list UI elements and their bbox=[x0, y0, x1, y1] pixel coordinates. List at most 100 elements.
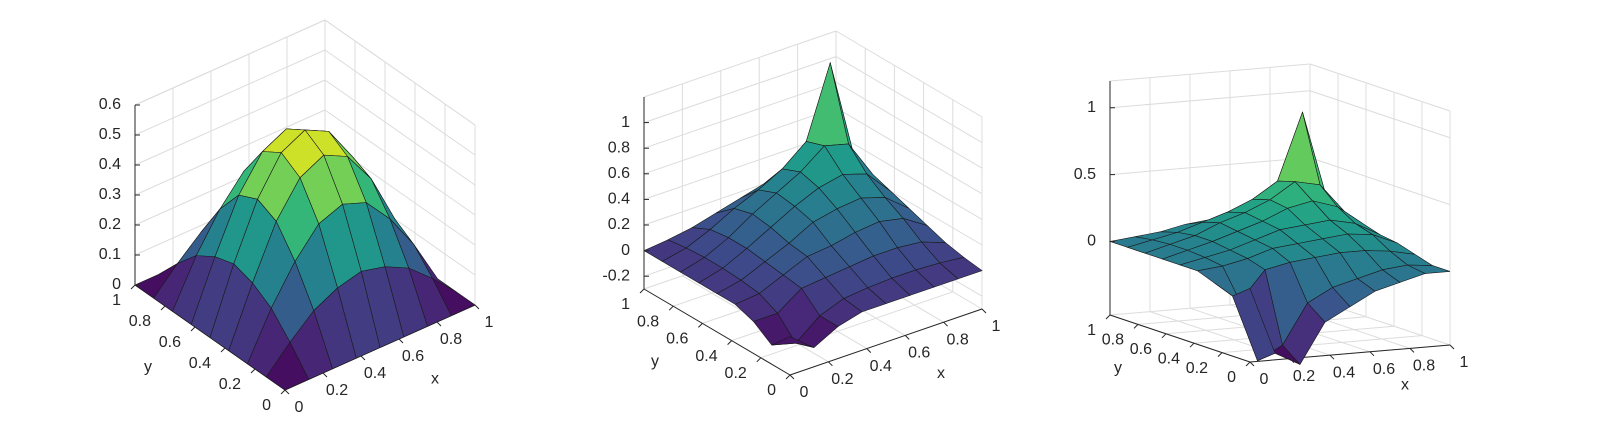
y-tick bbox=[280, 389, 286, 395]
y-tick-label: 1 bbox=[621, 296, 630, 313]
y-tick-label: 1 bbox=[1087, 322, 1096, 339]
grid-line bbox=[134, 49, 326, 136]
x-tick bbox=[904, 335, 910, 340]
y-tick bbox=[250, 368, 256, 374]
y-tick bbox=[698, 323, 703, 328]
z-tick-label: 0 bbox=[112, 276, 121, 293]
y-tick bbox=[1105, 314, 1111, 320]
x-axis-label: x bbox=[937, 365, 945, 382]
grid-line bbox=[835, 56, 983, 144]
z-tick-label: 0.8 bbox=[608, 139, 630, 156]
x-tick-label: 0 bbox=[800, 384, 809, 401]
y-tick bbox=[785, 374, 791, 380]
y-tick-label: 0 bbox=[1227, 369, 1236, 386]
y-tick-label: 0.6 bbox=[159, 334, 181, 351]
z-tick-label: 0.3 bbox=[99, 186, 121, 203]
y-tick-label: 0.4 bbox=[1158, 350, 1180, 367]
y-tick-label: 0.8 bbox=[637, 313, 659, 330]
z-tick-label: 0.2 bbox=[99, 216, 121, 233]
x-tick-label: 0.4 bbox=[870, 358, 892, 375]
y-axis-label: y bbox=[1114, 360, 1122, 377]
grid-line bbox=[324, 79, 476, 186]
y-tick bbox=[727, 340, 732, 345]
z-tick-label: -0.2 bbox=[602, 267, 630, 284]
grid-line bbox=[134, 109, 326, 196]
y-tick-label: 0.4 bbox=[189, 355, 211, 372]
z-tick-label: 1 bbox=[621, 114, 630, 131]
y-axis bbox=[643, 288, 791, 376]
surface-patch bbox=[265, 341, 310, 391]
x-tick bbox=[398, 338, 404, 344]
x-tick-label: 0 bbox=[295, 399, 304, 416]
x-tick bbox=[1449, 344, 1455, 350]
grid-line bbox=[1309, 90, 1451, 139]
z-tick-label: 0.4 bbox=[99, 156, 121, 173]
grid-line bbox=[1109, 90, 1311, 109]
y-tick bbox=[130, 284, 136, 290]
y-tick-label: 1 bbox=[112, 292, 121, 309]
z-tick-label: 0.2 bbox=[608, 216, 630, 233]
x-axis bbox=[1249, 344, 1451, 363]
y-tick bbox=[160, 305, 166, 311]
grid-line bbox=[835, 107, 983, 195]
y-tick bbox=[220, 347, 226, 353]
y-tick-label: 0.8 bbox=[129, 313, 151, 330]
x-tick bbox=[474, 304, 480, 310]
x-tick-label: 1 bbox=[992, 318, 1001, 335]
x-tick bbox=[1329, 354, 1335, 360]
y-tick-label: 0.2 bbox=[1186, 360, 1208, 377]
z-tick-label: 0.1 bbox=[99, 246, 121, 263]
z-tick-label: 0.6 bbox=[608, 165, 630, 182]
z-tick-label: 0.4 bbox=[608, 191, 630, 208]
box-edge bbox=[134, 19, 326, 106]
x-axis-label: x bbox=[1401, 377, 1409, 394]
x-tick-label: 0 bbox=[1260, 371, 1269, 388]
surface-patch bbox=[771, 336, 815, 348]
y-tick bbox=[1189, 342, 1195, 348]
z-tick-label: 0.5 bbox=[1074, 166, 1096, 183]
x-axis bbox=[789, 308, 983, 376]
grid-line bbox=[1309, 157, 1451, 206]
grid-line bbox=[760, 291, 953, 359]
y-tick-label: 0.4 bbox=[695, 348, 717, 365]
y-axis bbox=[1109, 314, 1251, 363]
y-axis-label: y bbox=[144, 359, 152, 376]
grid-line bbox=[324, 49, 476, 156]
box-edge bbox=[1109, 63, 1311, 82]
box-edge bbox=[324, 19, 476, 126]
x-tick-label: 0.8 bbox=[440, 331, 462, 348]
x-tick bbox=[436, 321, 442, 327]
grid-line bbox=[643, 56, 837, 124]
x-tick bbox=[360, 355, 366, 361]
x-tick bbox=[866, 348, 872, 353]
surface-patch bbox=[1277, 111, 1321, 186]
y-tick-label: 0.2 bbox=[725, 365, 747, 382]
grid-line bbox=[643, 107, 837, 175]
x-tick-label: 0.2 bbox=[1293, 368, 1315, 385]
x-tick-label: 0.6 bbox=[1373, 361, 1395, 378]
grid-line bbox=[134, 79, 326, 166]
x-tick-label: 0.6 bbox=[402, 348, 424, 365]
box-edge bbox=[1309, 63, 1451, 112]
x-tick bbox=[1409, 348, 1415, 353]
x-tick-label: 0.8 bbox=[946, 331, 968, 348]
z-tick-label: 0.6 bbox=[99, 96, 121, 113]
x-tick bbox=[981, 308, 987, 314]
z-tick-label: 0 bbox=[621, 242, 630, 259]
x-tick-label: 0.6 bbox=[908, 345, 930, 362]
grid-line bbox=[835, 132, 983, 220]
x-tick bbox=[284, 389, 290, 395]
y-tick-label: 0.6 bbox=[1130, 341, 1152, 358]
x-tick-label: 0.2 bbox=[326, 382, 348, 399]
y-tick bbox=[668, 305, 674, 311]
z-tick-label: 0 bbox=[1087, 233, 1096, 250]
y-tick-label: 0.6 bbox=[666, 331, 688, 348]
z-tick-label: 1 bbox=[1087, 99, 1096, 116]
y-tick-label: 0 bbox=[262, 397, 271, 414]
surface-patch bbox=[1232, 288, 1276, 362]
x-tick bbox=[322, 372, 328, 378]
x-tick bbox=[1289, 358, 1295, 363]
y-tick-label: 0.2 bbox=[219, 376, 241, 393]
